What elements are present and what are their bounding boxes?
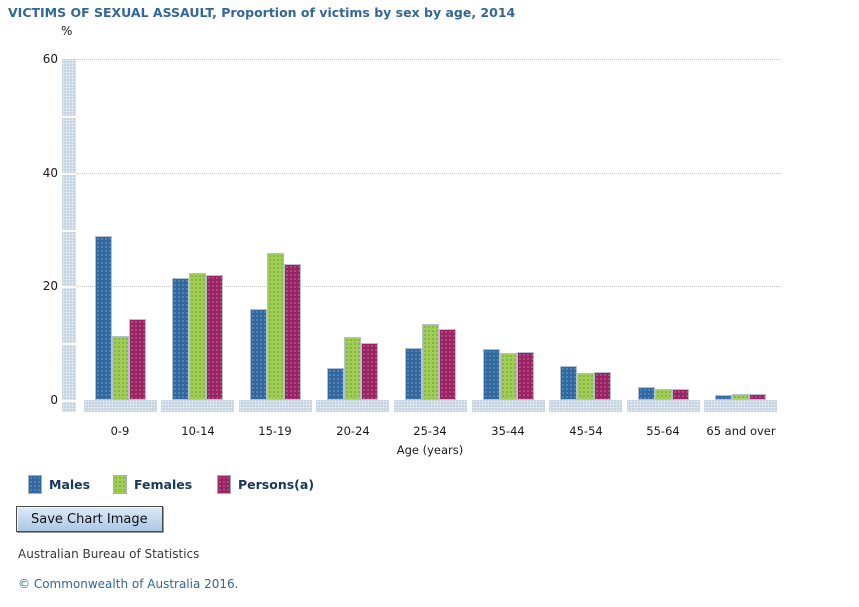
x-tick-label: 15-19 [258,424,292,438]
y-tick-label: 60 [42,52,58,66]
legend-item-persons-a: Persons(a) [217,475,314,494]
save-chart-image-button[interactable]: Save Chart Image [16,506,163,532]
x-axis-segment [161,400,234,412]
bar-persons-a-65-and-over [749,394,766,400]
x-axis-segment [549,400,622,412]
bar-males-45-54 [560,366,577,400]
bar-males-25-34 [405,348,422,400]
x-axis-segment [84,400,157,412]
y-axis-tick-gap [62,116,76,118]
y-axis-tick-gap [62,343,76,345]
legend-item-males: Males [28,475,90,494]
x-axis-segment [316,400,389,412]
gridline [76,286,781,287]
bar-females-65-and-over [732,394,749,400]
bar-females-10-14 [189,273,206,400]
x-tick-label: 10-14 [181,424,215,438]
x-axis-segment [239,400,312,412]
x-axis-segment [394,400,467,412]
x-tick-label: 35-44 [491,424,525,438]
bar-females-55-64 [655,389,672,400]
bar-persons-a-10-14 [206,275,223,400]
bar-persons-a-15-19 [284,264,301,400]
x-axis-title: Age (years) [396,443,464,457]
y-tick-label: 40 [42,166,58,180]
bar-persons-a-20-24 [361,343,378,400]
bar-males-15-19 [250,309,267,400]
x-tick-label: 45-54 [569,424,603,438]
x-tick-label: 65 and over [706,424,776,438]
bar-females-25-34 [422,324,439,400]
y-axis-tick-gap [62,400,76,402]
x-tick-label: 20-24 [336,424,370,438]
bar-males-10-14 [172,278,189,400]
x-tick-label: 25-34 [413,424,447,438]
x-tick-label: 55-64 [646,424,680,438]
bar-persons-a-0-9 [129,319,146,400]
x-axis-segment [627,400,700,412]
y-axis-tick-gap [62,230,76,232]
bar-females-15-19 [267,253,284,400]
legend-label-females: Females [134,477,193,492]
x-axis-segment [704,400,777,412]
y-axis-unit-label: % [61,24,73,38]
bar-males-20-24 [327,368,344,400]
bar-males-35-44 [483,349,500,400]
bar-females-35-44 [500,353,517,400]
x-axis-segment [472,400,545,412]
chart-title: VICTIMS OF SEXUAL ASSAULT, Proportion of… [8,5,516,20]
bar-females-0-9 [112,336,129,400]
legend-label-persons-a: Persons(a) [238,477,315,492]
y-tick-label: 20 [42,279,58,293]
x-tick-label: 0-9 [110,424,130,438]
gridline [76,59,781,60]
y-axis-tick-gap [62,286,76,288]
gridline [76,173,781,174]
copyright-notice: © Commonwealth of Australia 2016. [18,577,239,591]
y-axis [62,59,76,412]
bar-females-45-54 [577,373,594,400]
bar-females-20-24 [344,337,361,400]
legend-item-females: Females [113,475,192,494]
y-tick-label: 0 [50,393,58,407]
legend-swatch-females [113,475,127,494]
legend-label-males: Males [49,477,91,492]
legend-swatch-males [28,475,42,494]
bar-males-65-and-over [715,395,732,400]
bar-persons-a-25-34 [439,329,456,400]
bar-persons-a-35-44 [517,352,534,400]
bar-persons-a-55-64 [672,389,689,400]
legend-swatch-persons-a [217,475,231,494]
bar-persons-a-45-54 [594,372,611,400]
bar-males-55-64 [638,387,655,400]
bar-males-0-9 [95,236,112,400]
abs-attribution: Australian Bureau of Statistics [18,547,200,561]
y-axis-tick-gap [62,173,76,175]
